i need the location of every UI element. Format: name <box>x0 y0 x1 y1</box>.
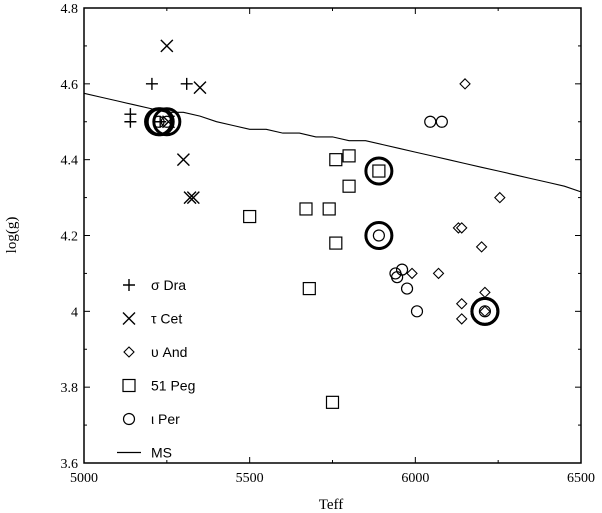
y-tick-label: 3.6 <box>61 457 79 472</box>
point-square <box>342 179 356 193</box>
y-tick-label: 3.8 <box>61 381 79 396</box>
point-diamond <box>475 241 488 253</box>
highlight-ring <box>152 107 182 137</box>
point-square <box>329 153 343 167</box>
point-circle <box>395 263 409 276</box>
point-plus <box>145 77 158 90</box>
highlight-ring <box>144 107 174 137</box>
point-x <box>161 115 175 129</box>
y-tick-label: 4.2 <box>61 230 79 245</box>
point-square <box>322 202 336 216</box>
x-tick-label: 6500 <box>567 471 595 486</box>
point-square <box>325 395 340 409</box>
point-diamond <box>455 222 468 234</box>
x-tick-label: 5000 <box>70 471 98 486</box>
legend-label: υ And <box>151 344 187 360</box>
point-square <box>342 149 356 163</box>
point-diamond <box>494 191 506 204</box>
point-circle <box>478 305 492 318</box>
x-tick-label: 5500 <box>236 471 264 486</box>
point-circle <box>424 115 437 128</box>
point-square <box>299 202 313 216</box>
plot-area-frame <box>83 7 582 464</box>
y-tick-label: 4.8 <box>61 2 79 17</box>
point-circle <box>391 271 404 284</box>
point-x <box>186 191 200 205</box>
point-square <box>243 209 257 224</box>
legend-label: 51 Peg <box>151 378 195 394</box>
legend-label: τ Cet <box>151 311 182 327</box>
point-circle <box>410 305 424 318</box>
point-x <box>176 153 190 167</box>
point-plus <box>180 77 193 90</box>
highlight-ring <box>470 296 500 326</box>
legend-marker-square <box>122 378 136 393</box>
point-plus <box>124 108 137 121</box>
highlight-ring <box>364 221 394 250</box>
point-circle <box>372 229 385 242</box>
point-diamond <box>406 267 418 280</box>
x-axis-title: Teff <box>319 497 344 513</box>
point-diamond <box>455 297 468 310</box>
point-circle <box>400 282 414 295</box>
point-diamond <box>459 78 471 90</box>
point-diamond <box>432 267 445 280</box>
y-tick-label: 4 <box>71 305 78 320</box>
legend-label: MS <box>151 445 172 461</box>
point-diamond <box>455 313 468 325</box>
y-tick-label: 4.6 <box>61 78 79 93</box>
y-tick-label: 4.4 <box>61 154 79 169</box>
point-square <box>302 281 316 296</box>
legend-label: σ Dra <box>151 277 186 293</box>
point-circle <box>435 115 448 128</box>
legend-marker-circle <box>122 412 136 426</box>
point-diamond <box>479 286 491 299</box>
highlight-ring <box>364 156 394 186</box>
point-square <box>329 236 343 250</box>
x-tick-label: 6000 <box>401 471 429 486</box>
point-square <box>372 164 386 178</box>
point-x <box>193 81 207 95</box>
point-x <box>160 39 174 53</box>
y-axis-title: log(g) <box>4 217 20 254</box>
legend-marker-x <box>122 312 136 325</box>
point-x <box>183 191 197 205</box>
legend-marker-diamond <box>123 346 135 358</box>
legend-label: ι Per <box>151 411 180 427</box>
legend-marker-plus <box>123 279 135 291</box>
